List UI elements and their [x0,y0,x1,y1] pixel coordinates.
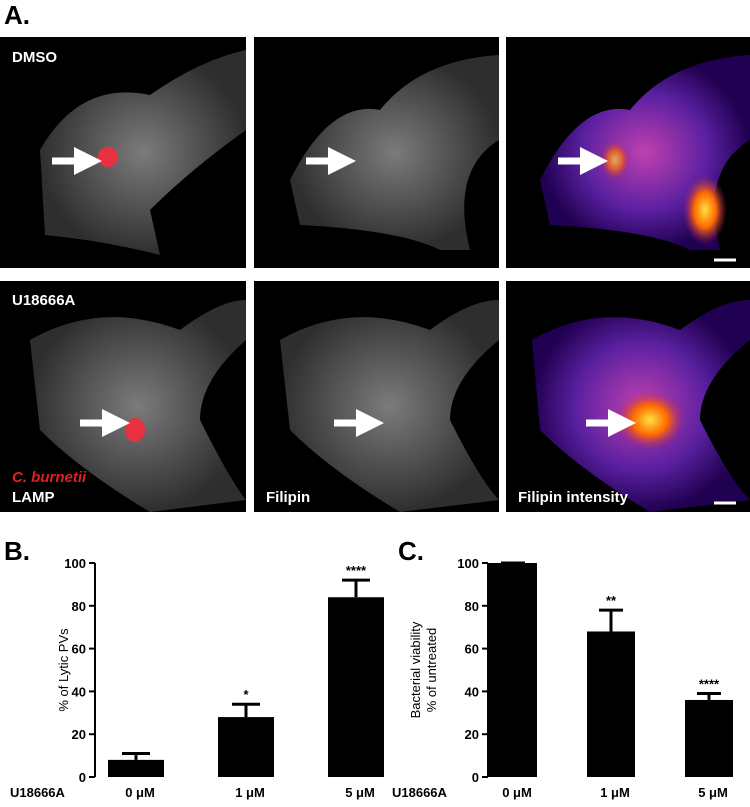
x-tick-label: 1 μM [235,785,265,800]
image-label: Filipin [266,489,310,506]
panel-label: C. [398,536,424,566]
micrograph-row2 [0,281,750,512]
y-tick-label: 100 [457,556,479,571]
bar [685,699,733,777]
x-axis-label: U18666A [392,785,448,800]
significance: **** [346,563,367,578]
image-label: Filipin intensity [518,489,629,506]
x-tick-label: 1 μM [600,785,630,800]
y-tick-label: 20 [72,727,86,742]
x-tick-label: 0 μM [125,785,155,800]
bar [587,631,635,777]
y-tick-label: 40 [72,684,86,699]
y-axis-label: % of Lytic PVs [56,628,71,712]
bar [328,597,384,777]
significance: **** [699,677,720,692]
bar [489,563,537,777]
y-tick-label: 20 [465,727,479,742]
y-axis-label: % of untreated [424,628,439,713]
x-tick-label: 5 μM [698,785,728,800]
micrograph-row1 [0,37,750,268]
significance: ** [606,593,617,608]
panel-label: A. [4,0,30,30]
y-axis-label: Bacterial viability [408,621,423,718]
y-tick-label: 0 [472,770,479,785]
x-tick-label: 0 μM [502,785,532,800]
bar [108,759,164,777]
panel-label: B. [4,536,30,566]
significance: * [243,687,249,702]
image-label: DMSO [12,49,57,66]
x-tick-label: 5 μM [345,785,375,800]
x-axis-label: U18666A [10,785,66,800]
y-tick-label: 0 [79,770,86,785]
image-label: LAMP [12,489,55,506]
image-label: U18666A [12,292,76,309]
y-tick-label: 100 [64,556,86,571]
y-tick-label: 60 [72,642,86,657]
y-tick-label: 40 [465,684,479,699]
bar [218,717,274,777]
image-label: C. burnetii [12,469,87,486]
y-tick-label: 80 [72,599,86,614]
y-tick-label: 60 [465,642,479,657]
y-tick-label: 80 [465,599,479,614]
